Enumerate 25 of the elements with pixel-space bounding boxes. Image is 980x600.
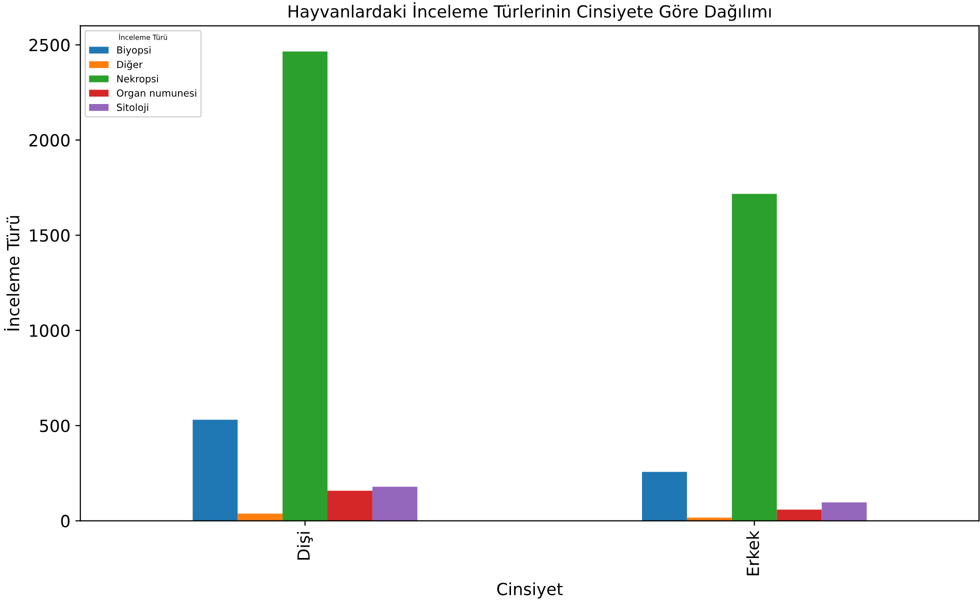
bar <box>732 194 777 521</box>
bar <box>776 510 822 521</box>
bar <box>282 52 328 521</box>
bar <box>822 502 867 521</box>
bar <box>192 420 238 521</box>
y-tick-label: 500 <box>40 420 70 432</box>
x-tick-label: Dişi <box>296 532 313 560</box>
legend-label: Nekropsi <box>117 74 158 84</box>
legend-label: Sitoloji <box>116 103 148 113</box>
bar <box>238 514 283 521</box>
y-tick-label: 2500 <box>29 38 70 52</box>
bar <box>642 472 687 521</box>
x-tick-label: Erkek <box>746 530 760 576</box>
bar <box>327 490 372 521</box>
y-tick-label: 2000 <box>29 134 70 147</box>
y-tick-label: 0 <box>61 514 70 528</box>
legend-label: Organ numunesi <box>116 89 196 99</box>
bar <box>372 486 418 521</box>
legend-label: Diğer <box>117 60 143 70</box>
y-tick-label: 1000 <box>30 324 70 337</box>
y-axis-title: İnceleme Türü <box>4 216 20 330</box>
chart-title: Hayvanlardaki İnceleme Türlerinin Cinsiyete Göre Dağılımı <box>288 2 771 21</box>
legend-label: Biyopsi <box>117 46 150 56</box>
y-tick-label: 1500 <box>30 229 70 242</box>
x-axis-title: Cinsiyet <box>497 582 563 599</box>
